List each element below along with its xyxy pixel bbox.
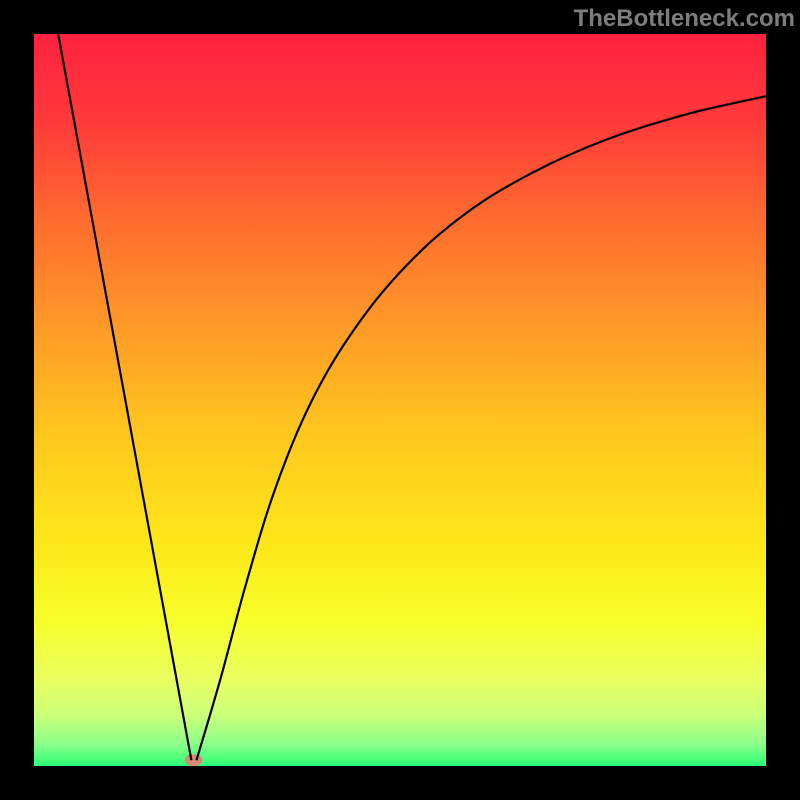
plot-background bbox=[34, 34, 766, 766]
chart-svg bbox=[0, 0, 800, 800]
minimum-marker bbox=[185, 754, 203, 766]
chart-container: TheBottleneck.com bbox=[0, 0, 800, 800]
watermark-text: TheBottleneck.com bbox=[574, 5, 795, 33]
